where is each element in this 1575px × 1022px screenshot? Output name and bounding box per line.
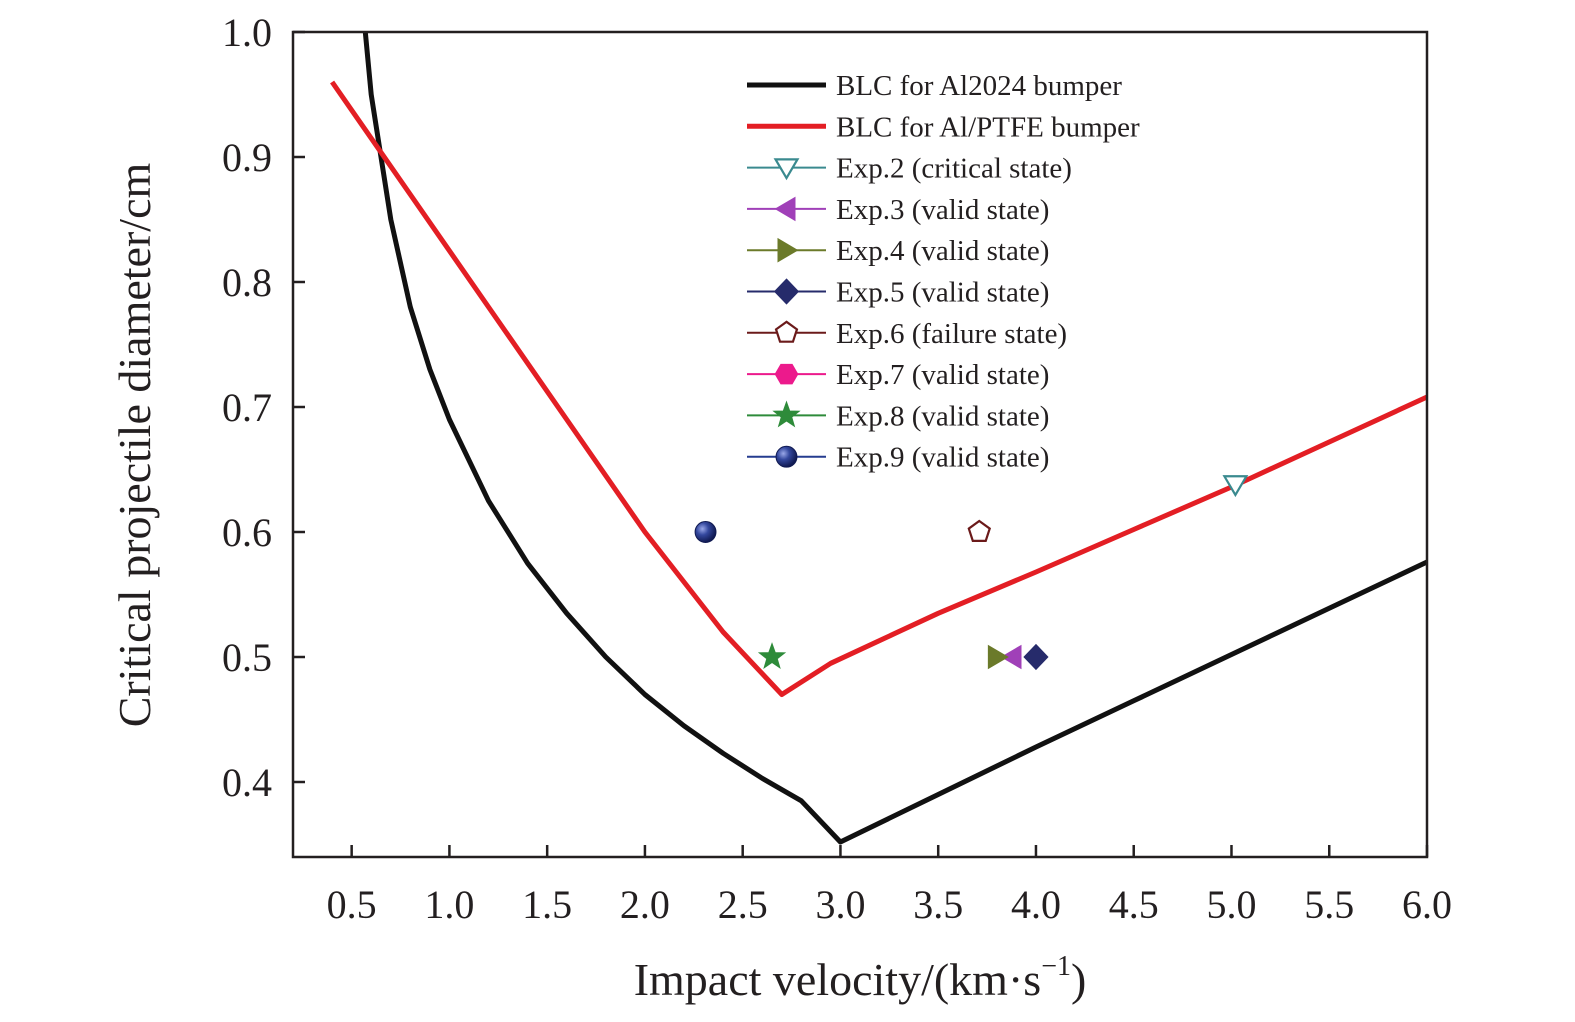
y-tick-label: 0.9 [222, 135, 272, 180]
legend-entry: Exp.4 (valid state) [747, 235, 1049, 267]
legend-label: Exp.4 (valid state) [836, 235, 1049, 267]
data-point-star [757, 642, 787, 670]
legend-swatch-triangle-down [773, 158, 800, 181]
y-axis-label: Critical projectile diameter/cm [109, 163, 160, 728]
x-tick-label: 1.0 [424, 882, 474, 927]
x-tick-label: 5.5 [1304, 882, 1354, 927]
y-tick-label: 1.0 [222, 10, 272, 55]
data-point-diamond [1023, 643, 1049, 671]
x-axis-label: Impact velocity/(km·s−1) [634, 951, 1087, 1005]
legend-label: Exp.8 (valid state) [836, 400, 1049, 432]
legend-label: Exp.3 (valid state) [836, 194, 1049, 226]
legend-entry: Exp.6 (failure state) [747, 318, 1067, 350]
data-point-triangle-down [1222, 475, 1249, 498]
legend-label: Exp.6 (failure state) [836, 318, 1067, 350]
legend-swatch-diamond [773, 278, 800, 305]
legend-entry: Exp.7 (valid state) [747, 359, 1049, 391]
data-point-triangle-right [987, 644, 1009, 670]
series-lines [330, 32, 1427, 845]
legend-entry: Exp.5 (valid state) [747, 277, 1049, 309]
legend-label: BLC for Al2024 bumper [836, 70, 1122, 102]
x-axis-label-close: ) [1071, 954, 1086, 1005]
legend: BLC for Al2024 bumper BLC for Al/PTFE bum… [747, 70, 1140, 474]
legend-entry: Exp.9 (valid state) [747, 442, 1049, 474]
legend-swatch-triangle-right [777, 237, 799, 263]
y-tick-labels: 0.4 0.5 0.6 0.7 0.8 0.9 1.0 [222, 10, 272, 805]
legend-swatch-star [772, 400, 801, 428]
legend-label: BLC for Al/PTFE bumper [836, 111, 1140, 143]
x-tick-label: 4.5 [1109, 882, 1159, 927]
y-tick-label: 0.8 [222, 260, 272, 305]
y-tick-label: 0.5 [222, 635, 272, 680]
x-tick-label: 0.5 [327, 882, 377, 927]
x-tick-label: 2.5 [718, 882, 768, 927]
series-line-0 [362, 32, 1427, 845]
x-tick-label: 5.0 [1206, 882, 1256, 927]
plot-frame [291, 30, 1429, 859]
series-line-1 [330, 80, 1427, 697]
x-tick-label: 2.0 [620, 882, 670, 927]
legend-label: Exp.2 (critical state) [836, 153, 1072, 185]
legend-swatch-hexagon [774, 363, 799, 385]
data-point-pentagon [967, 519, 992, 542]
legend-entry: Exp.8 (valid state) [747, 400, 1049, 432]
legend-entry: Exp.2 (critical state) [747, 153, 1072, 185]
data-markers [694, 475, 1249, 671]
legend-swatch-sphere [775, 445, 798, 468]
x-axis-label-superscript: −1 [1041, 951, 1071, 982]
x-axis-label-main: Impact velocity/(km·s [634, 954, 1042, 1005]
y-tick-label: 0.6 [222, 510, 272, 555]
legend-entry: BLC for Al2024 bumper [747, 70, 1122, 102]
legend-swatch-pentagon [774, 320, 799, 343]
y-tick-label: 0.4 [222, 760, 272, 805]
x-tick-label: 3.0 [815, 882, 865, 927]
y-tick-label: 0.7 [222, 385, 272, 430]
x-tick-label: 1.5 [522, 882, 572, 927]
x-tick-label: 6.0 [1402, 882, 1452, 927]
legend-entry: Exp.3 (valid state) [747, 194, 1049, 226]
legend-label: Exp.7 (valid state) [836, 359, 1049, 391]
data-point-sphere [694, 521, 717, 543]
legend-swatch-triangle-left [774, 196, 796, 222]
x-tick-label: 3.5 [913, 882, 963, 927]
x-tick-labels: 0.5 1.0 1.5 2.0 2.5 3.0 3.5 4.0 4.5 5.0 5.5 6.0 [327, 882, 1452, 927]
legend-entry: BLC for Al/PTFE bumper [747, 111, 1140, 143]
legend-label: Exp.5 (valid state) [836, 277, 1049, 309]
legend-label: Exp.9 (valid state) [836, 442, 1049, 474]
x-tick-label: 4.0 [1011, 882, 1061, 927]
data-point-triangle-left [1000, 644, 1022, 670]
